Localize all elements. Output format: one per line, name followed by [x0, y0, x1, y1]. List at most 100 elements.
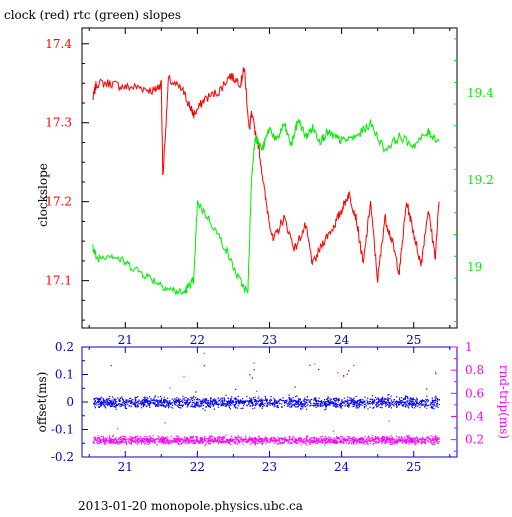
offset-point — [346, 405, 349, 407]
rnd-trip-point — [313, 441, 315, 443]
offset-point — [201, 399, 203, 401]
rnd-trip-point — [414, 437, 416, 439]
offset-point — [166, 401, 168, 404]
offset-point — [113, 402, 115, 404]
rnd-trip-point — [137, 437, 139, 439]
rnd-trip-point — [251, 439, 253, 441]
rnd-trip-point — [200, 442, 202, 444]
rnd-trip-point — [122, 439, 124, 441]
rnd-trip-point — [277, 443, 279, 445]
rnd-trip-point — [208, 440, 210, 442]
offset-point — [421, 403, 423, 405]
rnd-trip-point — [224, 441, 226, 443]
offset-point — [373, 402, 375, 404]
offset-point — [251, 399, 253, 401]
rnd-trip-point — [138, 441, 140, 443]
rnd-trip-point — [312, 441, 314, 443]
offset-point — [361, 404, 363, 406]
rnd-trip-point — [166, 440, 168, 442]
rnd-trip-point — [93, 437, 95, 439]
offset-point — [199, 405, 201, 407]
offset-point — [204, 402, 206, 404]
offset-point — [93, 398, 95, 400]
rnd-trip-point — [97, 435, 99, 437]
rnd-trip-point — [167, 436, 169, 438]
offset-point — [199, 399, 201, 401]
offset-point — [209, 401, 211, 403]
rnd-trip-point — [362, 442, 364, 444]
rnd-trip-point — [146, 438, 148, 441]
rnd-trip-point — [169, 441, 171, 443]
offset-point — [250, 398, 252, 400]
offset-point — [277, 401, 279, 403]
offset-point — [176, 404, 178, 406]
offset-point — [99, 402, 101, 404]
offset-point — [358, 399, 360, 401]
rnd-trip-point — [173, 441, 175, 443]
rnd-trip-point — [427, 439, 429, 441]
x-tick-label: 25 — [406, 333, 421, 347]
offset-point — [261, 398, 263, 400]
offset-point — [353, 403, 355, 405]
offset-point — [203, 398, 205, 400]
offset-point — [182, 398, 184, 400]
rnd-trip-point — [200, 438, 202, 440]
rnd-trip-point — [319, 437, 321, 439]
rnd-trip-point — [345, 440, 347, 442]
offset-point — [412, 401, 414, 403]
rnd-trip-point — [305, 439, 307, 441]
offset-point — [230, 404, 232, 406]
offset-point — [433, 408, 435, 410]
offset-point — [213, 403, 215, 405]
offset-point — [167, 402, 169, 404]
offset-point — [154, 399, 156, 401]
rnd-trip-point — [93, 436, 95, 438]
offset-point — [137, 405, 139, 408]
offset-point — [404, 398, 406, 400]
offset-point — [125, 407, 127, 410]
offset-point — [398, 402, 400, 404]
offset-point — [427, 400, 429, 402]
offset-point — [195, 397, 197, 399]
rnd-trip-point — [214, 438, 216, 440]
offset-point — [403, 402, 405, 404]
offset-point — [164, 398, 166, 400]
offset-point — [204, 399, 206, 401]
offset-point — [294, 403, 296, 405]
offset-point — [191, 405, 193, 407]
offset-point — [331, 402, 333, 404]
offset-point — [347, 403, 350, 406]
offset-point — [356, 406, 358, 408]
offset-point — [215, 403, 217, 405]
rnd-trip-point — [306, 435, 308, 437]
offset-point — [340, 406, 342, 408]
offset-point — [248, 403, 250, 405]
rnd-trip-point — [199, 441, 201, 443]
offset-point — [105, 407, 107, 409]
offset-point — [94, 400, 97, 402]
rnd-trip-point — [245, 437, 247, 439]
offset-point — [407, 397, 409, 399]
offset-point — [118, 403, 120, 405]
offset-point — [320, 400, 322, 403]
rnd-trip-point — [130, 442, 132, 444]
offset-point — [173, 400, 175, 403]
y-tick-label: 17.4 — [45, 37, 72, 51]
rnd-trip-point — [397, 439, 399, 441]
offset-point — [188, 402, 190, 404]
rnd-trip-point — [130, 438, 132, 440]
offset-point — [335, 404, 337, 406]
offset-point — [112, 401, 115, 403]
offset-point — [142, 401, 144, 403]
offset-point — [435, 405, 437, 408]
rnd-trip-point — [396, 443, 398, 445]
rnd-trip-point — [174, 437, 176, 440]
rnd-trip-point — [101, 439, 103, 441]
rnd-trip-point — [373, 439, 375, 441]
offset-point — [340, 407, 342, 409]
rnd-trip-point — [343, 441, 345, 444]
offset-point — [336, 404, 338, 406]
rnd-trip-point — [179, 441, 181, 443]
x-tick-label: 22 — [190, 333, 205, 347]
rnd-trip-point — [333, 437, 335, 439]
